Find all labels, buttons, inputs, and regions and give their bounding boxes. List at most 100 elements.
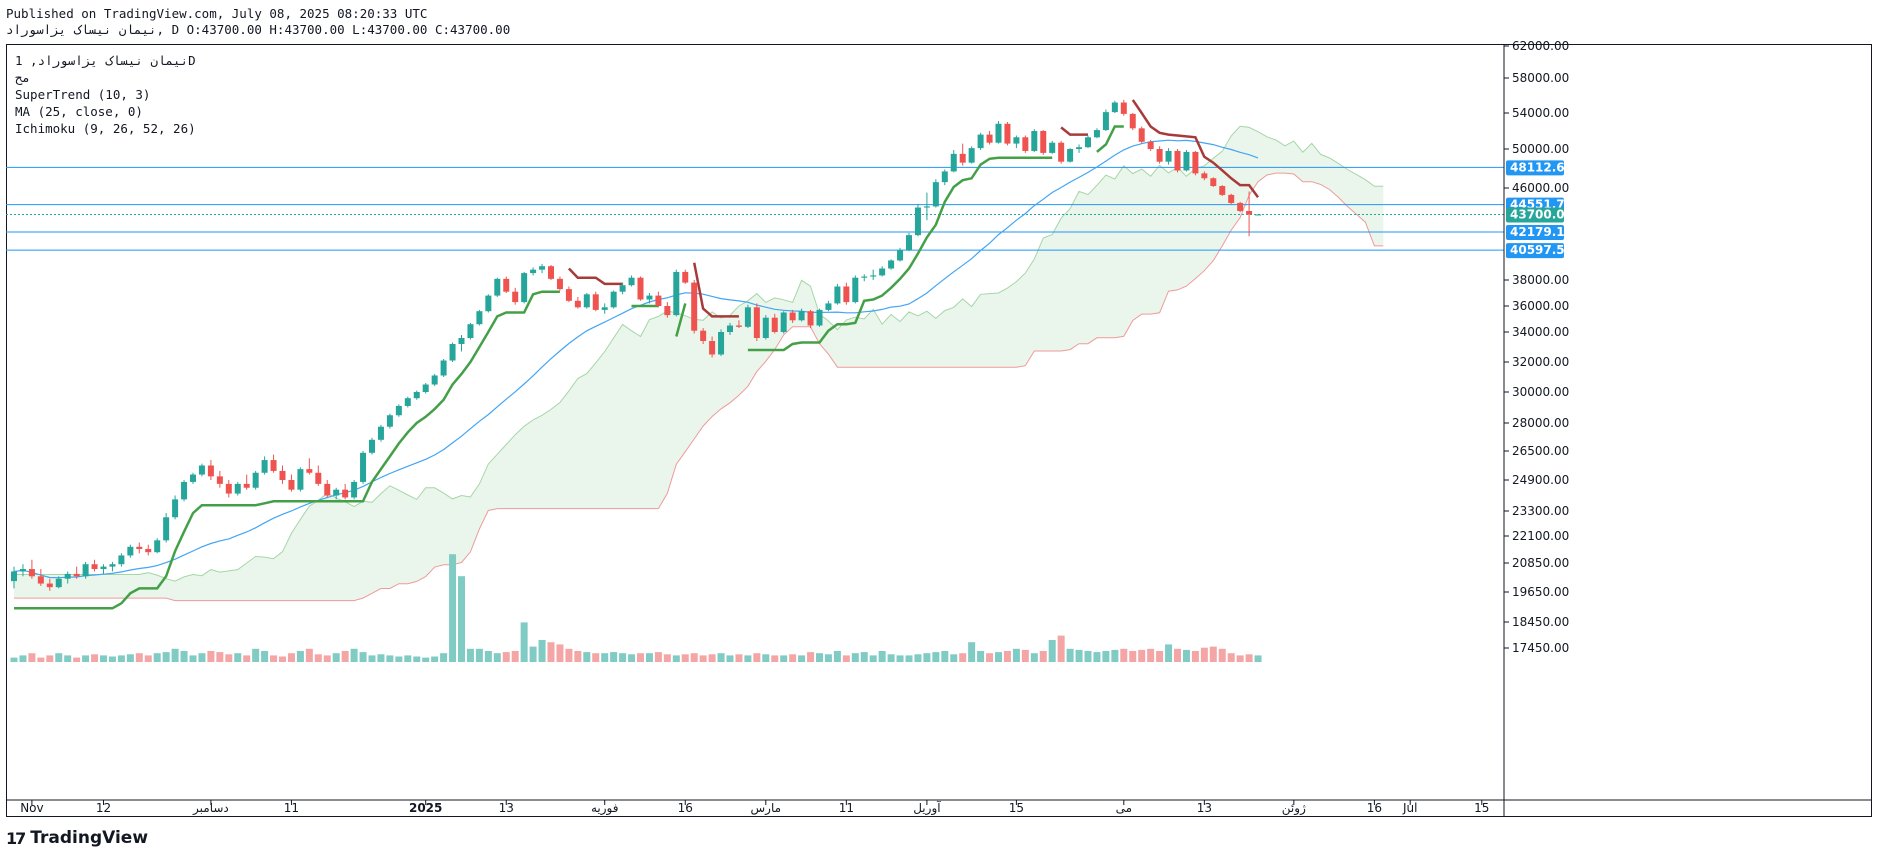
supertrend-line xyxy=(1096,125,1124,153)
candle-body xyxy=(252,472,259,488)
price-tick-label: 30000.00 xyxy=(1512,385,1569,399)
candle-body xyxy=(762,317,769,338)
volume-bar xyxy=(458,576,465,662)
candle-body xyxy=(225,483,232,494)
volume-bar xyxy=(305,648,313,662)
candle-body xyxy=(207,465,214,477)
volume-bar xyxy=(753,653,761,662)
volume-bar xyxy=(986,653,994,662)
candle-body xyxy=(136,546,143,549)
candle-body xyxy=(592,294,599,310)
candle-body xyxy=(476,311,483,325)
price-tick-label: 34000.00 xyxy=(1512,325,1569,339)
candle-body xyxy=(807,311,814,326)
volume-bar xyxy=(565,648,573,662)
volume-bar xyxy=(108,656,116,662)
volume-bar xyxy=(449,554,457,662)
candle-body xyxy=(628,277,635,286)
candle-body xyxy=(682,271,689,283)
volume-bar xyxy=(82,655,90,662)
candle-body xyxy=(798,311,805,321)
tradingview-brand: TradingView xyxy=(30,828,149,848)
candle-body xyxy=(1237,202,1244,211)
volume-bar xyxy=(493,653,501,662)
supertrend-line xyxy=(14,290,560,610)
candle-body xyxy=(1013,137,1020,144)
volume-bar xyxy=(350,648,358,662)
volume-bar xyxy=(905,655,913,662)
volume-bar xyxy=(556,644,564,662)
candle-body xyxy=(735,325,742,327)
volume-bar xyxy=(959,653,967,662)
candle-body xyxy=(485,295,492,312)
candle-body xyxy=(512,291,519,303)
legend-supertrend[interactable]: SuperTrend (10, 3) xyxy=(15,87,151,102)
candle-body xyxy=(834,286,841,304)
candle-body xyxy=(1085,137,1091,148)
candle-body xyxy=(1111,102,1118,113)
volume-bar xyxy=(37,657,45,662)
volume-bar xyxy=(1245,654,1253,662)
candle-body xyxy=(154,540,161,553)
candle-body xyxy=(100,566,107,570)
volume-bar xyxy=(860,652,868,662)
price-tick-label: 46000.00 xyxy=(1512,181,1569,195)
ichimoku-span-a xyxy=(14,125,1384,582)
volume-bar xyxy=(73,657,81,662)
volume-bar xyxy=(162,652,170,662)
candle-body xyxy=(288,480,295,490)
volume-bar xyxy=(431,656,439,662)
candle-body xyxy=(610,291,617,308)
price-tick-label: 23300.00 xyxy=(1512,504,1569,518)
volume-bar xyxy=(771,655,779,662)
volume-bar xyxy=(1165,644,1173,662)
price-tick-label: 36000.00 xyxy=(1512,299,1569,313)
legend-symbol[interactable]: نیمان نیساک یزاسوراد, 1D xyxy=(15,53,196,68)
volume-bar xyxy=(601,653,609,662)
volume-bar xyxy=(923,653,931,662)
candle-body xyxy=(1058,142,1065,162)
price-tag-label: 43700.00 xyxy=(1510,207,1573,221)
candle-body xyxy=(234,483,241,494)
volume-bar xyxy=(1209,646,1217,662)
candle-body xyxy=(306,469,313,473)
time-tick-label: دسامبر xyxy=(192,801,229,816)
candle-body xyxy=(503,278,510,292)
candle-body xyxy=(556,278,563,290)
chart-frame[interactable] xyxy=(6,44,1872,817)
candle-body xyxy=(655,295,662,306)
volume-bar xyxy=(672,655,680,662)
candle-body xyxy=(449,344,456,361)
volume-bar xyxy=(887,654,895,662)
volume-bar xyxy=(100,655,107,662)
price-tick-label: 38000.00 xyxy=(1512,273,1569,287)
candle-body xyxy=(1120,102,1127,114)
candle-body xyxy=(1210,178,1217,187)
price-tick-label: 18450.00 xyxy=(1512,615,1569,629)
price-tag-label: 42179.13 xyxy=(1510,225,1573,239)
candle-body xyxy=(843,286,850,303)
volume-bar xyxy=(225,654,233,662)
volume-bar xyxy=(1075,649,1083,662)
volume-bar xyxy=(654,652,662,662)
candle-body xyxy=(73,573,80,577)
candle-body xyxy=(1147,141,1154,149)
legend-ma[interactable]: MA (25, close, 0) xyxy=(15,104,143,119)
supertrend-line xyxy=(747,156,1053,352)
candle-body xyxy=(145,548,152,553)
candle-body xyxy=(440,360,447,376)
volume-bar xyxy=(1227,653,1235,662)
candle-body xyxy=(825,303,832,310)
candle-body xyxy=(995,123,1002,143)
volume-bar xyxy=(144,655,152,662)
legend-ichimoku[interactable]: Ichimoku (9, 26, 52, 26) xyxy=(15,121,196,136)
candle-body xyxy=(118,555,125,565)
volume-bar xyxy=(19,655,27,662)
volume-bar xyxy=(950,654,958,662)
tradingview-logo[interactable]: 17 TradingView xyxy=(6,828,148,848)
price-tag-label: 40597.52 xyxy=(1510,243,1573,257)
volume-bar xyxy=(55,653,63,662)
candle-body xyxy=(700,330,707,341)
volume-bar xyxy=(780,655,788,662)
